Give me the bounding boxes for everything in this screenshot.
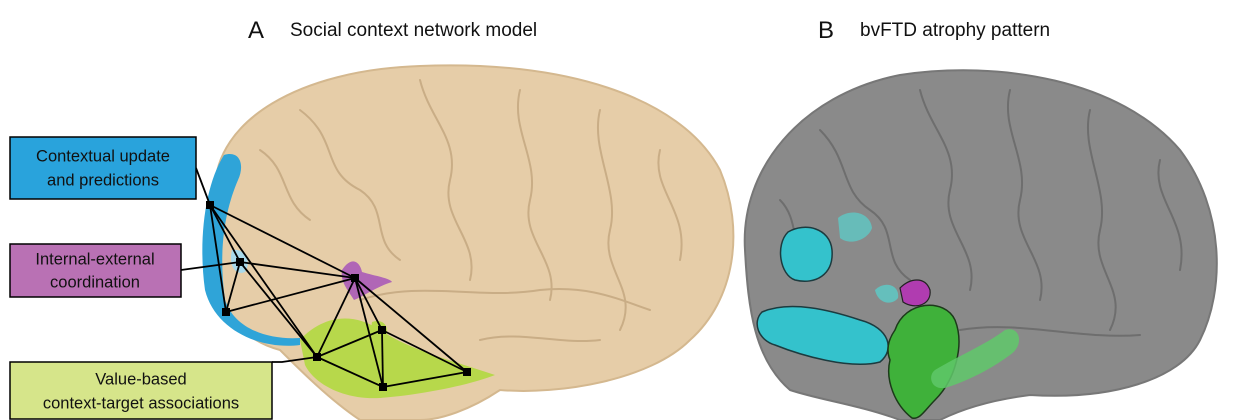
figure: A Social context network model B bvFTD a… (0, 0, 1234, 420)
edge (382, 330, 383, 387)
label-line: Internal-external (35, 250, 154, 268)
label-line: Contextual update (36, 147, 170, 165)
connector (196, 168, 210, 205)
brain-b (745, 70, 1217, 420)
label-line: Value-based (95, 370, 186, 388)
brain-a (202, 65, 733, 420)
label-line: coordination (50, 273, 140, 291)
panel-title: bvFTD atrophy pattern (860, 20, 1050, 41)
label-line: context-target associations (43, 394, 239, 412)
panel-title: Social context network model (290, 20, 537, 41)
label-box (10, 137, 196, 199)
label-line: and predictions (47, 171, 159, 189)
panel-letter: B (818, 17, 834, 44)
panel-letter: A (248, 17, 264, 44)
